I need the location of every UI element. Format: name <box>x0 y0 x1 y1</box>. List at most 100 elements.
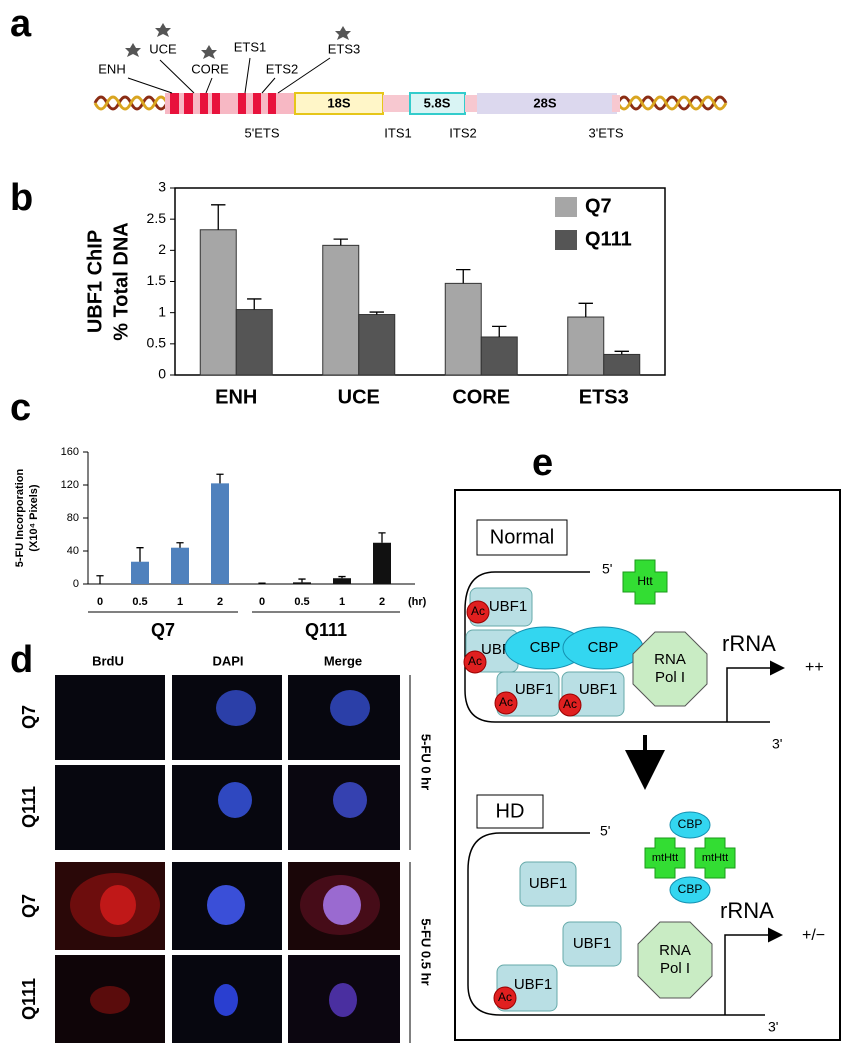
x-unit: (hr) <box>408 596 427 608</box>
legend-swatch <box>555 197 577 217</box>
element-label: UCE <box>149 41 177 56</box>
error-bar <box>614 350 629 355</box>
protein-label: UBF1 <box>579 681 617 698</box>
x-tick-label: ETS3 <box>579 386 629 408</box>
star <box>125 43 141 57</box>
y-tick-label: 1.5 <box>147 272 167 288</box>
protein-label: CBP <box>678 817 703 831</box>
row-label: Q7 <box>19 705 39 729</box>
bar <box>131 561 149 584</box>
y-tick-label: 0 <box>158 366 166 382</box>
product-label: rRNA <box>722 631 776 656</box>
bar <box>480 336 518 376</box>
bar <box>333 578 351 584</box>
gene-map: ENH UCE CORE ETS1 ETS2 ETS3 18S 5.8S 28S… <box>93 23 728 140</box>
acetyl <box>463 650 487 674</box>
state-box <box>476 519 568 556</box>
element <box>238 93 246 114</box>
dna-loop <box>464 571 770 723</box>
x-tick-label: CORE <box>452 386 510 408</box>
bar <box>293 582 311 584</box>
bar <box>199 229 237 376</box>
y-tick-label: 40 <box>67 545 79 557</box>
bar <box>171 547 189 584</box>
end-label: 3' <box>772 736 782 752</box>
column-header: DAPI <box>212 653 243 668</box>
row-label: Q111 <box>19 786 39 828</box>
error-bar <box>216 473 224 484</box>
nucleus-signal <box>90 986 130 1014</box>
element-label: ETS2 <box>266 61 299 76</box>
y-tick-label: 1 <box>158 303 166 319</box>
transcription-arrow <box>724 927 783 1015</box>
end-label: 3' <box>768 1019 778 1035</box>
element-label: ETS1 <box>234 39 267 54</box>
x-tick-label: 1 <box>177 596 183 608</box>
y-tick-label: 2 <box>158 241 166 257</box>
ets3-end <box>612 95 620 112</box>
acetyl <box>466 600 490 624</box>
bar <box>373 542 391 584</box>
acetyl-label: Ac <box>498 990 512 1004</box>
bar <box>603 353 641 376</box>
pointer <box>159 59 195 94</box>
panel-label: b <box>10 177 33 219</box>
error-bar <box>247 298 262 310</box>
pointer <box>277 57 331 94</box>
element-label: ETS3 <box>328 41 361 56</box>
rna-pol-i <box>632 631 708 707</box>
htt <box>622 559 668 605</box>
ubf1 <box>562 921 622 967</box>
protein-label: CBP <box>530 639 561 656</box>
y-tick-label: 3 <box>158 179 166 195</box>
column-header: Merge <box>324 653 362 668</box>
x-tick-label: 0 <box>97 596 103 608</box>
row-label: Q7 <box>19 894 39 918</box>
error-bar <box>136 547 144 562</box>
bar <box>358 314 396 376</box>
error-bar <box>492 325 507 337</box>
spacer-label: ITS2 <box>449 125 476 140</box>
spacer-label: ITS1 <box>384 125 411 140</box>
nucleus <box>330 690 370 726</box>
product-label: rRNA <box>720 898 774 923</box>
transcription-arrow <box>726 660 785 722</box>
state-title: Normal <box>490 526 554 548</box>
protein-label: UBF <box>481 641 511 658</box>
spacer-label: 5'ETS <box>245 125 280 140</box>
nucleus <box>329 983 357 1017</box>
group-label: Q7 <box>151 620 175 640</box>
protein-label: RNA <box>654 651 686 668</box>
y-axis-title: 5-FU Incorporation <box>14 469 26 568</box>
y-tick-label: 120 <box>61 479 79 491</box>
error-bar <box>298 578 306 583</box>
ets-region <box>165 93 295 114</box>
state-title: HD <box>496 800 525 822</box>
panel-label: d <box>10 639 33 681</box>
its1 <box>383 95 410 112</box>
acetyl-label: Ac <box>471 604 485 618</box>
rna-pol-i <box>637 921 713 999</box>
region-label: 5.8S <box>424 95 451 110</box>
mthtt <box>644 837 686 879</box>
region-label: 18S <box>327 95 350 110</box>
nucleus <box>218 782 252 818</box>
protein-label: Pol I <box>655 669 685 686</box>
y-axis-title: % Total DNA <box>110 222 132 341</box>
star <box>335 26 351 40</box>
y-tick-label: 0 <box>73 578 79 590</box>
y-axis-title: (X10⁴ Pixels) <box>28 484 40 552</box>
panel-label: e <box>532 442 553 484</box>
acetyl <box>558 693 582 717</box>
cbp <box>669 811 711 839</box>
legend-label: Q7 <box>585 195 612 217</box>
state-box <box>476 794 544 829</box>
error-bar <box>211 204 226 230</box>
star <box>155 23 171 37</box>
nucleus <box>207 885 245 925</box>
error-bar <box>338 575 346 579</box>
x-tick-label: 0.5 <box>294 596 309 608</box>
element-label: CORE <box>191 61 229 76</box>
